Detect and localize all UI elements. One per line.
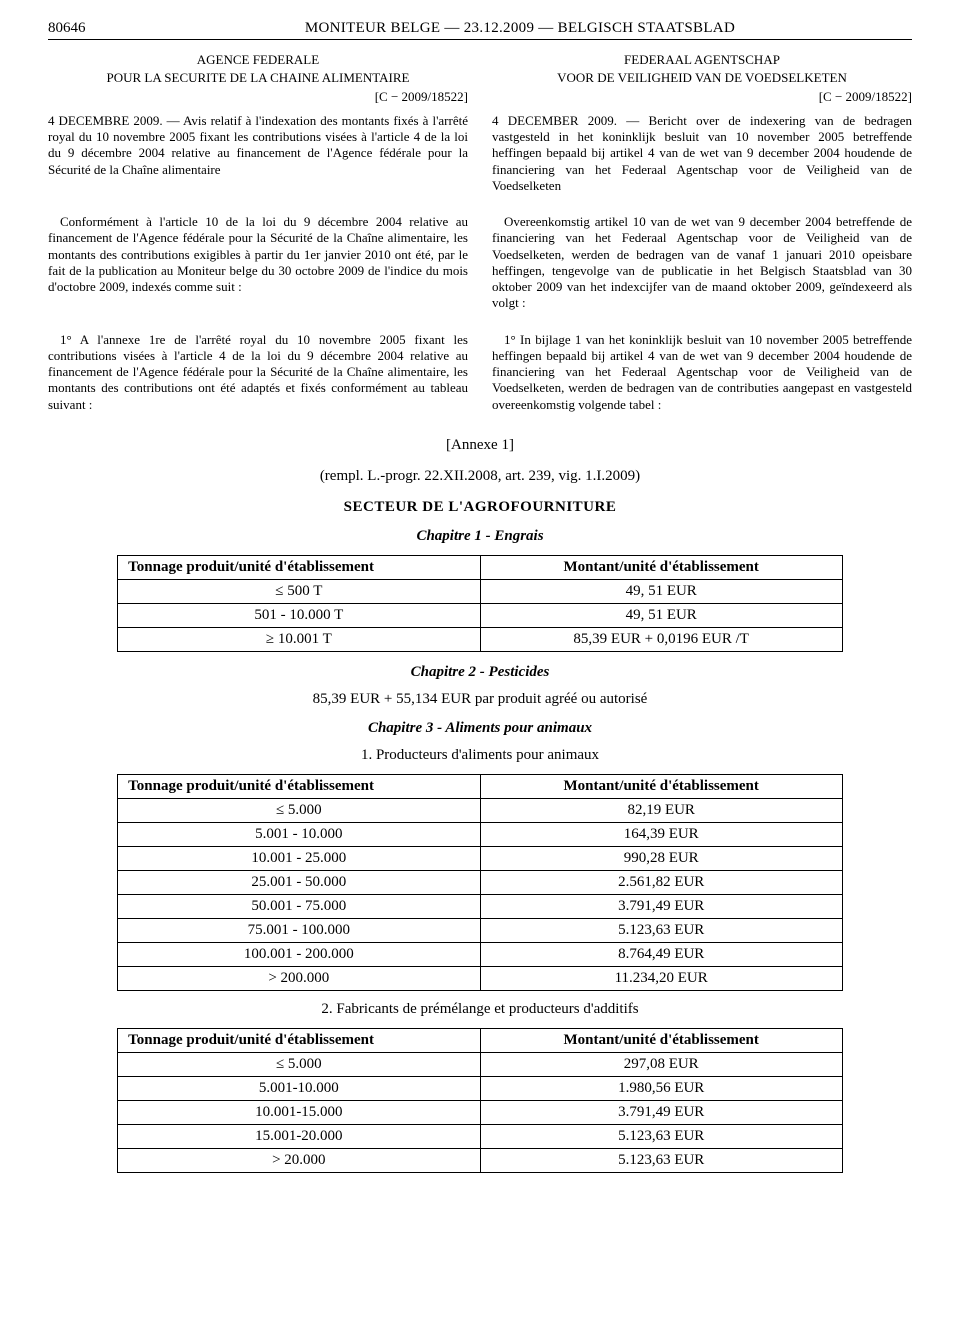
table-row: 10.001-15.0003.791,49 EUR [118,1100,843,1124]
table-row: 15.001-20.0005.123,63 EUR [118,1124,843,1148]
left-agency-l2: POUR LA SECURITE DE LA CHAINE ALIMENTAIR… [48,70,468,86]
page-header: 80646 MONITEUR BELGE — 23.12.2009 — BELG… [48,20,912,40]
table-row: ≥ 10.001 T 85,39 EUR + 0,0196 EUR /T [118,627,843,651]
cell: 990,28 EUR [480,846,842,870]
table-row: 5.001-10.0001.980,56 EUR [118,1076,843,1100]
table-producteurs: Tonnage produit/unité d'établissement Mo… [117,774,843,991]
cell: 5.001 - 10.000 [118,822,480,846]
th-tonnage: Tonnage produit/unité d'établissement [118,774,480,798]
cell: 10.001 - 25.000 [118,846,480,870]
cell: 15.001-20.000 [118,1124,480,1148]
cell: ≥ 10.001 T [118,627,480,651]
cell: 5.123,63 EUR [480,1148,842,1172]
pesticides-note: 85,39 EUR + 55,134 EUR par produit agréé… [48,691,912,708]
cell: 75.001 - 100.000 [118,918,480,942]
th-montant: Montant/unité d'établissement [480,774,842,798]
cell: 1.980,56 EUR [480,1076,842,1100]
cell: 8.764,49 EUR [480,942,842,966]
table-row: 25.001 - 50.0002.561,82 EUR [118,870,843,894]
chapter-2: Chapitre 2 - Pesticides [48,664,912,681]
th-montant: Montant/unité d'établissement [480,555,842,579]
cell: 297,08 EUR [480,1052,842,1076]
annex-line1: [Annexe 1] [48,437,912,454]
body-para-3: 1° A l'annexe 1re de l'arrêté royal du 1… [48,332,912,423]
body-para-2: Conformément à l'article 10 de la loi du… [48,214,912,322]
table-row: > 200.00011.234,20 EUR [118,966,843,990]
cell: 82,19 EUR [480,798,842,822]
th-tonnage: Tonnage produit/unité d'établissement [118,1028,480,1052]
right-para-3: 1° In bijlage 1 van het koninklijk beslu… [492,332,912,413]
table-row: Tonnage produit/unité d'établissement Mo… [118,774,843,798]
right-para-2: Overeenkomstig artikel 10 van de wet van… [492,214,912,312]
right-agency-l2: VOOR DE VEILIGHEID VAN DE VOEDSELKETEN [492,70,912,86]
cell: 5.123,63 EUR [480,1124,842,1148]
table-row: 5.001 - 10.000164,39 EUR [118,822,843,846]
cell: 25.001 - 50.000 [118,870,480,894]
table-engrais: Tonnage produit/unité d'établissement Mo… [117,555,843,652]
chapter-3: Chapitre 3 - Aliments pour animaux [48,720,912,737]
table-row: ≤ 5.000297,08 EUR [118,1052,843,1076]
right-ref: [C − 2009/18522] [492,89,912,105]
cell: 49, 51 EUR [480,603,842,627]
table-row: > 20.0005.123,63 EUR [118,1148,843,1172]
cell: 85,39 EUR + 0,0196 EUR /T [480,627,842,651]
page-root: 80646 MONITEUR BELGE — 23.12.2009 — BELG… [0,0,960,1207]
cell: 5.123,63 EUR [480,918,842,942]
cell: 10.001-15.000 [118,1100,480,1124]
table-fabricants: Tonnage produit/unité d'établissement Mo… [117,1028,843,1173]
table-row: 75.001 - 100.0005.123,63 EUR [118,918,843,942]
right-para-1: 4 DECEMBER 2009. — Bericht over de index… [492,113,912,194]
th-tonnage: Tonnage produit/unité d'établissement [118,555,480,579]
chapter-3-sub1: 1. Producteurs d'aliments pour animaux [48,747,912,764]
table-row: Tonnage produit/unité d'établissement Mo… [118,555,843,579]
chapter-1: Chapitre 1 - Engrais [48,528,912,545]
left-column: AGENCE FEDERALE POUR LA SECURITE DE LA C… [48,52,468,204]
table-row: 501 - 10.000 T 49, 51 EUR [118,603,843,627]
table-row: ≤ 5.00082,19 EUR [118,798,843,822]
left-para-1: 4 DECEMBRE 2009. — Avis relatif à l'inde… [48,113,468,178]
left-para-2: Conformément à l'article 10 de la loi du… [48,214,468,312]
cell: 501 - 10.000 T [118,603,480,627]
cell: ≤ 5.000 [118,1052,480,1076]
cell: 164,39 EUR [480,822,842,846]
table-row: 100.001 - 200.0008.764,49 EUR [118,942,843,966]
cell: > 20.000 [118,1148,480,1172]
table-row: ≤ 500 T 49, 51 EUR [118,579,843,603]
cell: ≤ 5.000 [118,798,480,822]
left-ref: [C − 2009/18522] [48,89,468,105]
th-montant: Montant/unité d'établissement [480,1028,842,1052]
agency-row: AGENCE FEDERALE POUR LA SECURITE DE LA C… [48,52,912,204]
header-title: MONITEUR BELGE — 23.12.2009 — BELGISCH S… [128,20,912,37]
cell: 2.561,82 EUR [480,870,842,894]
cell: 3.791,49 EUR [480,894,842,918]
cell: > 200.000 [118,966,480,990]
cell: 3.791,49 EUR [480,1100,842,1124]
left-agency-l1: AGENCE FEDERALE [48,52,468,68]
page-number: 80646 [48,20,128,37]
cell: 100.001 - 200.000 [118,942,480,966]
cell: 49, 51 EUR [480,579,842,603]
chapter-3-sub2: 2. Fabricants de prémélange et producteu… [48,1001,912,1018]
table-row: 50.001 - 75.0003.791,49 EUR [118,894,843,918]
cell: 50.001 - 75.000 [118,894,480,918]
cell: ≤ 500 T [118,579,480,603]
table-row: Tonnage produit/unité d'établissement Mo… [118,1028,843,1052]
section-title: SECTEUR DE L'AGROFOURNITURE [48,499,912,516]
left-para-3: 1° A l'annexe 1re de l'arrêté royal du 1… [48,332,468,413]
annex-line2: (rempl. L.-progr. 22.XII.2008, art. 239,… [48,468,912,485]
table-row: 10.001 - 25.000990,28 EUR [118,846,843,870]
cell: 5.001-10.000 [118,1076,480,1100]
right-column: FEDERAAL AGENTSCHAP VOOR DE VEILIGHEID V… [492,52,912,204]
right-agency-l1: FEDERAAL AGENTSCHAP [492,52,912,68]
cell: 11.234,20 EUR [480,966,842,990]
